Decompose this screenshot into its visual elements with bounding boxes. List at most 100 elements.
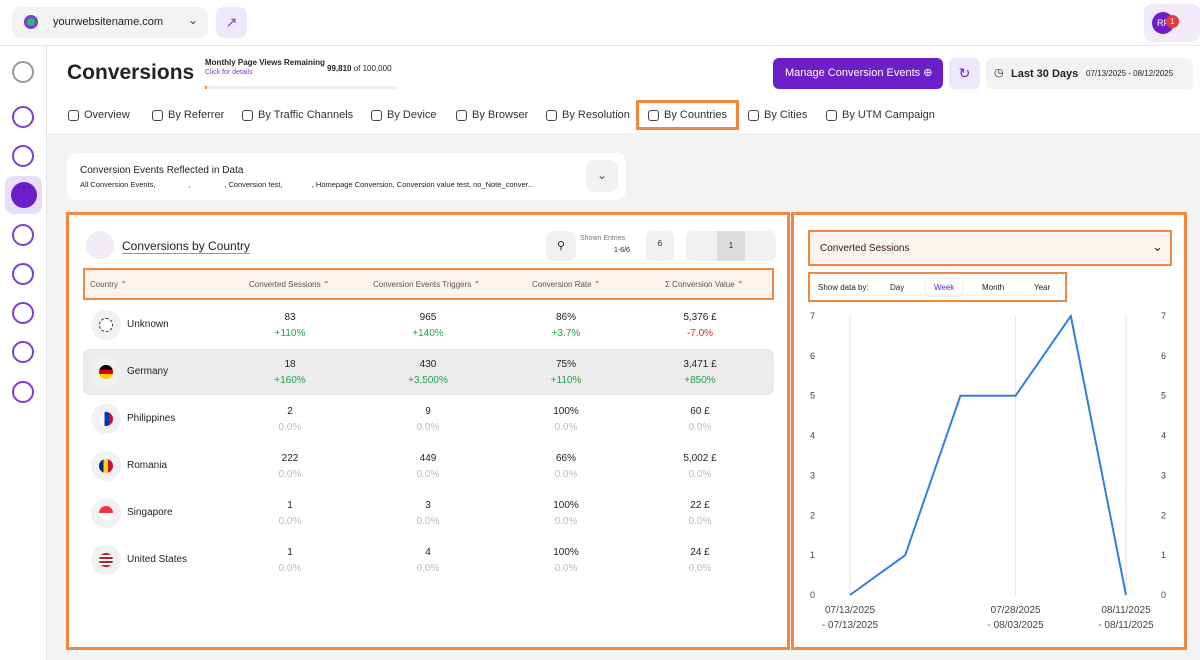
tab-label: Overview [84,109,130,121]
cell-change: +160% [230,373,350,389]
y-tick-label: 2 [810,510,815,520]
table-icon [86,231,114,259]
cell-change: +850% [640,373,760,389]
column-header[interactable]: Conversion Rate ⌃ [532,280,601,289]
cell-change: 0.0% [640,420,760,436]
tab[interactable]: By Device [371,109,437,121]
page-number[interactable]: 1 [717,231,745,261]
y2-tick-label: 7 [1161,311,1166,321]
top-bar: yourwebsitename.com ⌄ ↗ RF 1 [0,0,1200,46]
metric-label: Converted Sessions [820,243,910,254]
tab[interactable]: By Resolution [546,109,630,121]
cell-value: 100% [506,404,626,420]
nav-icon[interactable] [12,61,34,83]
nav-icon[interactable] [12,341,34,363]
tab[interactable]: By Referrer [152,109,224,121]
cell-value: 22 £ [640,498,760,514]
period-option[interactable]: Month [974,279,1012,296]
tab-label: By UTM Campaign [842,109,935,121]
cell-change: 0.0% [368,514,488,530]
badge: 1 [1166,15,1179,28]
y-tick-label: 1 [810,550,815,560]
quota-value: 99,810 [327,64,351,73]
cell-change: 0.0% [230,420,350,436]
nav-icon[interactable] [12,106,34,128]
cell-value: 66% [506,451,626,467]
y2-tick-label: 1 [1161,550,1166,560]
quota: 99,810 of 100,000 [327,64,392,73]
flag [91,357,121,387]
nav-icon[interactable] [12,302,34,324]
quota-link[interactable]: Click for details [205,69,252,76]
cell-change: 0.0% [230,561,350,577]
flag [91,545,121,575]
cell-change: 0.0% [230,467,350,483]
nav-icon[interactable] [12,263,34,285]
tab-label: By Cities [764,109,807,121]
y2-tick-label: 4 [1161,431,1166,441]
events-toggle[interactable]: ⌄ [586,160,618,192]
line-chart: 012345670123456707/13/2025- 07/13/202507… [795,300,1183,645]
cell-change: +140% [368,326,488,342]
sidebar [0,46,47,660]
events-text: All Conversion Events, , , Conversion te… [80,180,534,189]
chevron: ⌄ [188,13,198,27]
filter-button[interactable]: ⚲ [546,231,576,261]
tab[interactable]: By Cities [748,109,807,121]
flag [91,310,121,340]
data-line [850,316,1126,595]
cell-change: 0.0% [368,467,488,483]
y-tick-label: 0 [810,590,815,600]
column-header[interactable]: Converted Sessions ⌃ [249,280,330,289]
tab[interactable]: By Browser [456,109,528,121]
quota-label: Monthly Page Views Remaining [205,58,325,67]
page-title: Conversions [67,61,194,85]
date-range[interactable]: ◷ Last 30 Days 07/13/2025 - 08/12/2025 [986,58,1193,89]
cell-value: 100% [506,498,626,514]
column-header[interactable]: Σ Conversion Value ⌃ [665,280,744,289]
nav-active[interactable] [5,176,42,214]
tab[interactable]: By Traffic Channels [242,109,353,121]
range-label: Last 30 Days [1011,68,1078,80]
cell-value: 100% [506,545,626,561]
y-tick-label: 4 [810,431,815,441]
shown-range: 1-6/6 [614,247,630,254]
column-header[interactable]: Country ⌃ [90,280,127,289]
table-header: Country ⌃ Converted Sessions ⌃ Conversion … [83,268,774,300]
flag [91,498,121,528]
tab[interactable]: By UTM Campaign [826,109,935,121]
refresh-button[interactable]: ↻ [949,58,980,89]
country-name: United States [127,554,187,565]
period-option[interactable]: Year [1026,279,1058,296]
tab[interactable]: Overview [68,109,130,121]
metric-dropdown[interactable]: Converted Sessions ⌄ [808,230,1172,266]
y-tick-label: 6 [810,351,815,361]
y2-tick-label: 5 [1161,391,1166,401]
country-name: Unknown [127,319,169,330]
open-site[interactable]: ↗ [216,7,247,38]
x-tick-label: 07/28/2025- 08/03/2025 [988,605,1045,631]
cell-change: 0.0% [506,561,626,577]
cell-change: 0.0% [640,467,760,483]
country-name: Philippines [127,413,175,424]
nav-icon[interactable] [12,145,34,167]
period-option[interactable]: Day [882,279,912,296]
cell-value: 9 [368,404,488,420]
cell-value: 5,376 £ [640,310,760,326]
cell-change: 0.0% [506,420,626,436]
page-size[interactable]: 6 [646,231,674,261]
cell-change: 0.0% [506,514,626,530]
cell-value: 1 [230,498,350,514]
period-option[interactable]: Week [926,279,962,296]
y2-tick-label: 3 [1161,470,1166,480]
column-header[interactable]: Conversion Events Triggers ⌃ [373,280,480,289]
nav-icon[interactable] [12,224,34,246]
cell-change: 0.0% [506,467,626,483]
account[interactable]: RF 1 [1144,4,1200,42]
cell-change: +3.7% [506,326,626,342]
site-selector[interactable]: yourwebsitename.com ⌄ [12,7,208,38]
nav-icon[interactable] [12,381,34,403]
manage-button[interactable]: Manage Conversion Events ⊕ [773,58,943,89]
cell-change: 0.0% [368,561,488,577]
tab-active [636,100,739,130]
